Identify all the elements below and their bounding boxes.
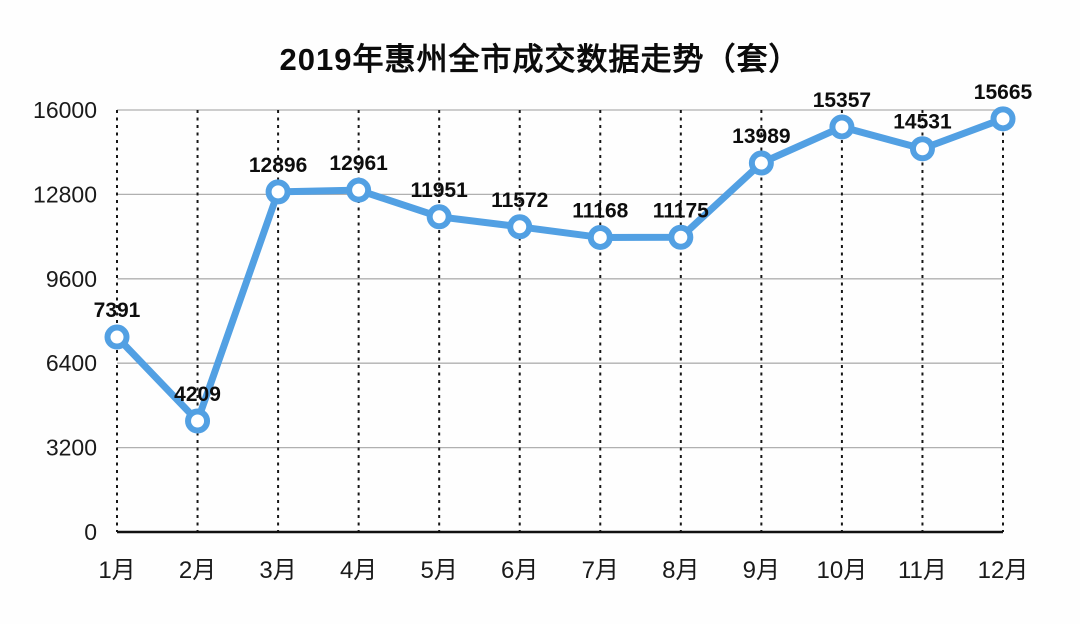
x-tick-label: 6月 xyxy=(501,557,538,584)
data-label-12月: 15665 xyxy=(974,81,1033,104)
y-tick-label: 6400 xyxy=(46,350,97,376)
data-label-6月: 11572 xyxy=(491,189,548,212)
y-tick-label: 0 xyxy=(84,519,97,545)
x-tick-label: 12月 xyxy=(978,557,1029,584)
data-line xyxy=(113,115,1007,425)
x-tick-label: 5月 xyxy=(421,557,458,584)
data-point-12月 xyxy=(990,106,1016,132)
data-point-2月 xyxy=(185,408,211,434)
data-label-1月: 7391 xyxy=(94,299,141,322)
data-point-1月 xyxy=(104,324,130,350)
data-label-9月: 13989 xyxy=(732,125,790,148)
data-point-8月 xyxy=(668,224,694,250)
data-label-2月: 4209 xyxy=(174,383,221,406)
x-tick-label: 7月 xyxy=(582,557,619,584)
y-tick-label: 12800 xyxy=(33,181,97,207)
x-tick-label: 3月 xyxy=(259,557,296,584)
data-label-11月: 14531 xyxy=(893,111,952,134)
x-tick-label: 8月 xyxy=(662,557,699,584)
data-label-3月: 12896 xyxy=(249,154,307,177)
data-point-4月 xyxy=(346,177,372,203)
data-label-4月: 12961 xyxy=(329,152,388,175)
data-label-10月: 15357 xyxy=(813,89,871,112)
y-tick-label: 3200 xyxy=(46,435,97,461)
data-point-5月 xyxy=(426,204,452,230)
chart-title: 2019年惠州全市成交数据走势（套） xyxy=(279,42,801,77)
y-tick-label: 9600 xyxy=(46,266,97,292)
x-tick-label: 2月 xyxy=(179,557,216,584)
data-point-9月 xyxy=(748,150,774,176)
data-point-11月 xyxy=(909,136,935,162)
data-label-7月: 11168 xyxy=(572,199,628,222)
x-tick-label: 10月 xyxy=(817,557,868,584)
x-tick-label: 4月 xyxy=(340,557,377,584)
x-tick-label: 9月 xyxy=(743,557,780,584)
data-point-3月 xyxy=(265,179,291,205)
data-point-7月 xyxy=(587,224,613,250)
y-tick-label: 16000 xyxy=(33,97,97,123)
data-point-10月 xyxy=(829,114,855,140)
x-tick-label: 1月 xyxy=(98,557,135,584)
data-label-5月: 11951 xyxy=(411,179,469,202)
data-label-8月: 11175 xyxy=(653,199,709,222)
data-point-6月 xyxy=(507,214,533,240)
x-tick-label: 11月 xyxy=(898,557,947,584)
